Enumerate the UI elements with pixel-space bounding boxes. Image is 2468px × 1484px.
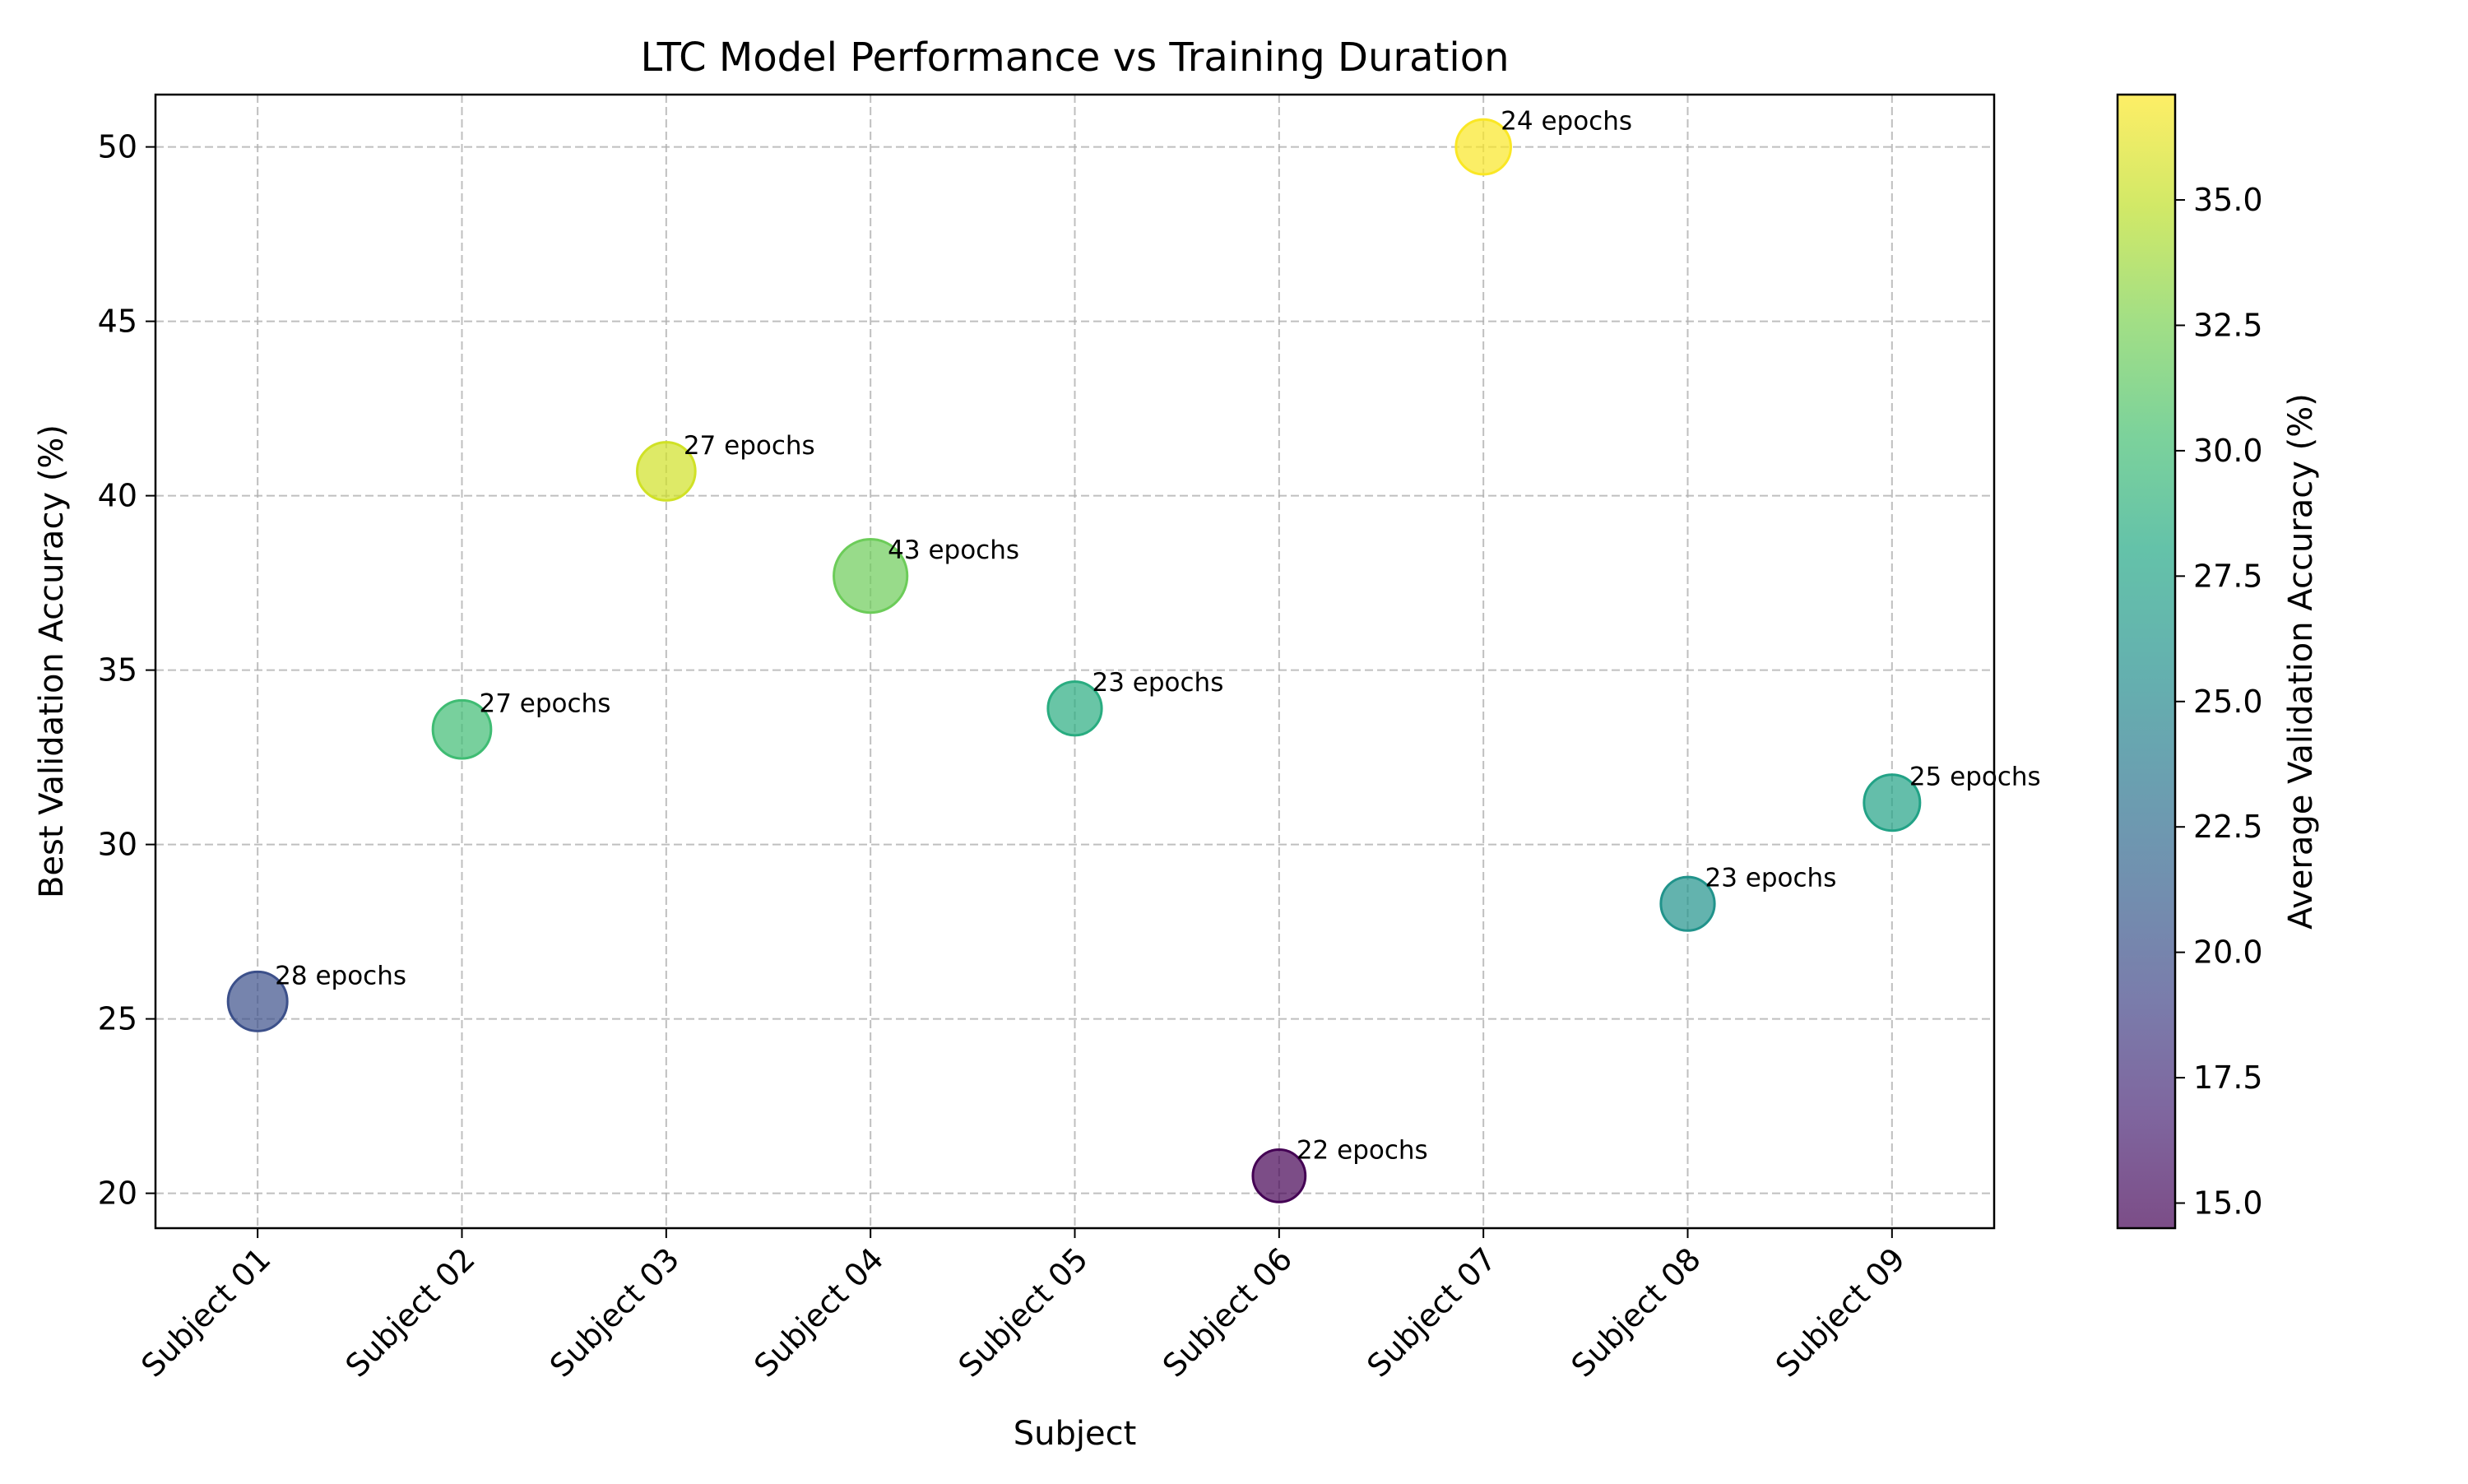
point-labels: 28 epochs 27 epochs 27 epochs 43 epochs 23 e… [275,107,2041,1166]
x-tick-label: Subject 01 [134,1241,277,1384]
colorbar: 15.0 17.5 20.0 22.5 25.0 27.5 30.0 32.5 35.0 Ave… [2116,93,2320,1230]
point-label: 24 epochs [1501,107,1632,137]
data-point [1454,118,1512,176]
y-tick-label: 45 [98,304,137,340]
colorbar-tick-label: 22.5 [2193,809,2263,845]
colorbar-frame [2116,93,2177,1230]
point-label: 28 epochs [275,961,406,990]
colorbar-tick-label: 30.0 [2193,433,2263,469]
x-tick-label: Subject 03 [543,1241,686,1384]
x-tick-label: Subject 04 [747,1241,890,1384]
data-points [226,118,1922,1203]
point-label: 23 epochs [1705,864,1837,893]
data-point [833,538,909,614]
grid-lines [155,95,1994,1228]
colorbar-tick-label: 15.0 [2193,1185,2263,1222]
y-tick-label: 50 [98,129,137,165]
x-tick-label: Subject 07 [1360,1241,1503,1384]
x-tick-label: Subject 08 [1565,1241,1708,1384]
point-label: 27 epochs [684,431,815,461]
chart-title: LTC Model Performance vs Training Durati… [640,35,1509,81]
colorbar-gradient [2118,95,2175,1228]
colorbar-label: Average Validation Accuracy (%) [2282,393,2320,930]
x-tick-label: Subject 02 [339,1241,482,1384]
x-axis-label: Subject [1014,1415,1137,1453]
data-point [1659,875,1716,932]
x-tick-label: Subject 05 [952,1241,1095,1384]
colorbar-tick-label: 25.0 [2193,684,2263,720]
y-tick-label: 30 [98,827,137,863]
x-axis-ticks: Subject 01 Subject 02 Subject 03 Subject 04… [134,1228,1912,1384]
y-tick-label: 25 [98,1001,137,1037]
x-tick-label: Subject 09 [1769,1241,1912,1384]
y-axis-label: Best Validation Accuracy (%) [33,424,71,898]
colorbar-ticks: 15.0 17.5 20.0 22.5 25.0 27.5 30.0 32.5 35.0 [2175,182,2263,1222]
colorbar-tick-label: 35.0 [2193,182,2263,218]
colorbar-tick-label: 17.5 [2193,1060,2263,1096]
y-tick-label: 40 [98,478,137,514]
point-label: 23 epochs [1093,668,1224,698]
data-point [1046,680,1103,737]
x-tick-label: Subject 06 [1156,1241,1299,1384]
colorbar-tick-label: 20.0 [2193,934,2263,971]
data-point [226,970,289,1032]
data-point [1863,773,1922,832]
y-tick-label: 20 [98,1176,137,1212]
point-label: 43 epochs [888,536,1019,565]
data-point [431,698,493,760]
data-point [1251,1148,1307,1203]
point-label: 27 epochs [480,689,611,719]
point-label: 22 epochs [1297,1135,1428,1165]
data-point [635,441,697,502]
colorbar-tick-label: 32.5 [2193,307,2263,343]
point-label: 25 epochs [1909,763,2041,792]
colorbar-tick-label: 27.5 [2193,558,2263,594]
y-tick-label: 35 [98,652,137,689]
y-axis-ticks: 20 25 30 35 40 45 50 [98,129,155,1212]
